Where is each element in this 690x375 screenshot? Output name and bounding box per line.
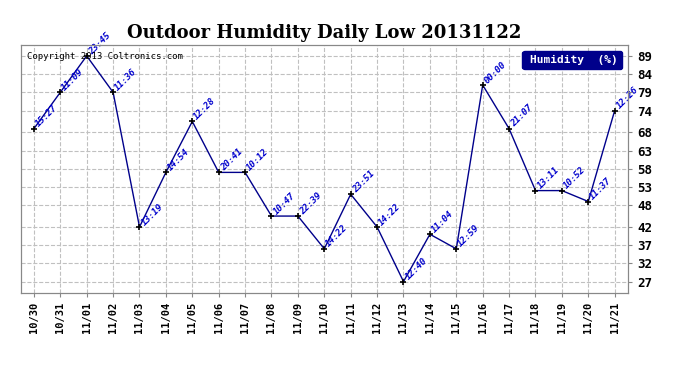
Title: Outdoor Humidity Daily Low 20131122: Outdoor Humidity Daily Low 20131122 [127,24,522,42]
Text: 14:54: 14:54 [166,147,191,172]
Text: 12:40: 12:40 [404,256,429,282]
Text: 20:41: 20:41 [219,147,244,172]
Legend: Humidity  (%): Humidity (%) [522,51,622,69]
Text: 11:37: 11:37 [589,176,613,201]
Text: 11:36: 11:36 [113,67,139,92]
Text: 12:28: 12:28 [193,96,217,122]
Text: 00:00: 00:00 [483,60,508,85]
Text: 13:19: 13:19 [139,202,165,227]
Text: 10:12: 10:12 [245,147,270,172]
Text: 11:09: 11:09 [60,67,86,92]
Text: 22:39: 22:39 [298,191,324,216]
Text: 15:27: 15:27 [34,104,59,129]
Text: 21:07: 21:07 [509,104,535,129]
Text: 14:22: 14:22 [324,224,350,249]
Text: 11:04: 11:04 [430,209,455,234]
Text: Copyright 2013 Coltronics.com: Copyright 2013 Coltronics.com [27,53,183,62]
Text: 12:59: 12:59 [456,224,482,249]
Text: 23:45: 23:45 [87,30,112,56]
Text: 13:11: 13:11 [535,165,561,190]
Text: 23:51: 23:51 [351,169,376,194]
Text: 14:22: 14:22 [377,202,402,227]
Text: 10:47: 10:47 [271,191,297,216]
Text: 12:26: 12:26 [615,85,640,111]
Text: 10:52: 10:52 [562,165,587,190]
